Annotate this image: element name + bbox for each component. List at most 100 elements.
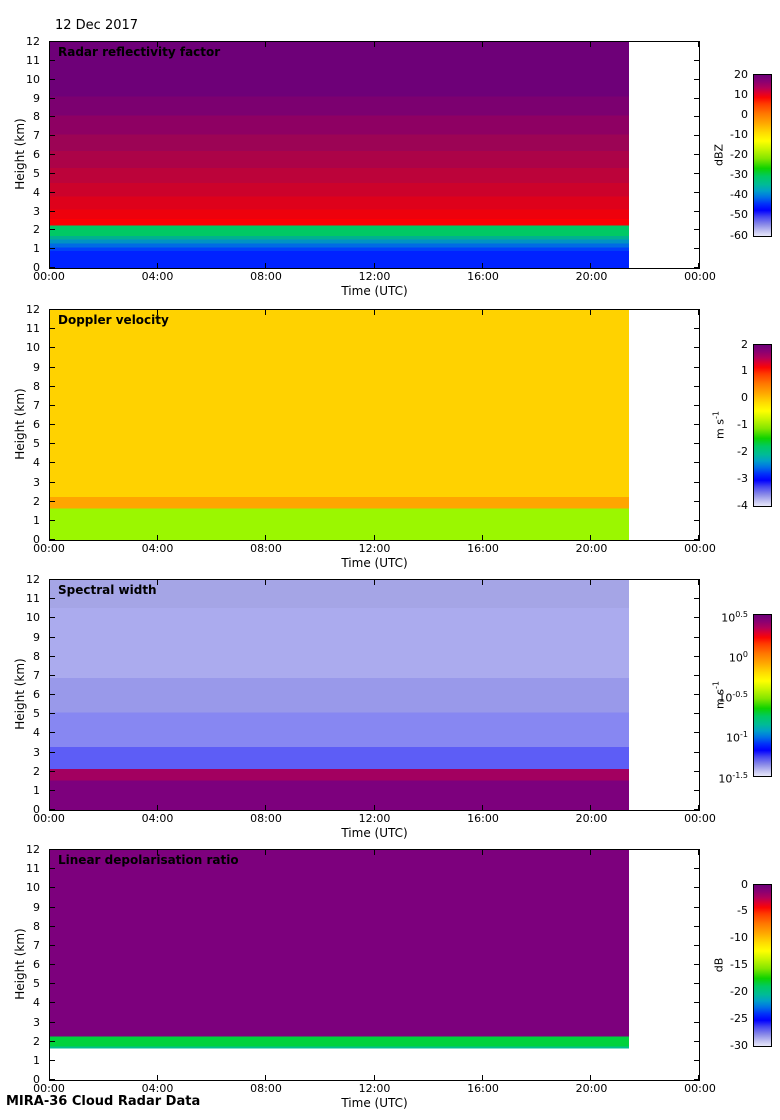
y-tick-labels: 0 1 2 3 4 5 6 7 8 9 10 11 12 bbox=[0, 843, 44, 1086]
y-tick-mark bbox=[50, 385, 55, 387]
y-tick-mark bbox=[694, 385, 699, 387]
y-tick-mark bbox=[50, 655, 55, 657]
y-tick-label: 9 bbox=[33, 91, 40, 105]
y-tick-label: 2 bbox=[33, 764, 40, 778]
panel-title: Spectral width bbox=[58, 583, 157, 597]
x-tick-label: 00:00 bbox=[684, 1082, 716, 1095]
x-tick-mark bbox=[49, 310, 50, 315]
y-tick-mark bbox=[694, 732, 699, 734]
y-tick-label: 6 bbox=[33, 958, 40, 971]
x-tick-label: 08:00 bbox=[250, 812, 282, 825]
x-tick-mark bbox=[373, 580, 375, 585]
y-tick-mark bbox=[50, 443, 55, 445]
y-tick-label: 6 bbox=[33, 418, 40, 431]
y-tick-label: 7 bbox=[33, 129, 40, 143]
y-tick-mark bbox=[694, 443, 699, 445]
y-tick-mark bbox=[694, 229, 699, 231]
y-tick-label: 11 bbox=[26, 592, 40, 606]
y-tick-mark bbox=[694, 925, 699, 927]
y-tick-mark bbox=[694, 636, 699, 638]
x-tick-mark bbox=[698, 263, 699, 268]
y-tick-mark bbox=[694, 328, 699, 330]
y-tick-label: 6 bbox=[33, 688, 40, 701]
y-tick-mark bbox=[694, 617, 699, 619]
x-axis-label: Time (UTC) bbox=[341, 1096, 408, 1110]
colorbar-tick-label: 20 bbox=[734, 67, 748, 81]
x-tick-mark bbox=[157, 310, 159, 315]
x-tick-label: 08:00 bbox=[250, 270, 282, 283]
x-tick-label: 12:00 bbox=[358, 812, 391, 825]
colorbar-tick-label: -2 bbox=[737, 444, 748, 458]
x-tick-label: 16:00 bbox=[467, 812, 499, 825]
colorbar-tick-label: -30 bbox=[730, 1038, 748, 1052]
y-tick-mark bbox=[694, 500, 699, 502]
x-tick-label: 12:00 bbox=[358, 270, 391, 283]
y-tick-mark bbox=[50, 519, 55, 521]
x-tick-mark bbox=[589, 850, 591, 855]
y-tick-mark bbox=[50, 1040, 55, 1042]
y-tick-label: 12 bbox=[26, 843, 40, 856]
y-tick-mark bbox=[50, 694, 55, 695]
y-tick-label: 7 bbox=[33, 668, 40, 682]
y-tick-mark bbox=[694, 424, 699, 425]
y-tick-mark bbox=[694, 579, 699, 580]
y-tick-mark bbox=[694, 713, 699, 715]
colorbar-tick-label: -4 bbox=[737, 498, 748, 512]
y-tick-mark bbox=[50, 59, 55, 61]
x-tick-label: 20:00 bbox=[575, 542, 608, 555]
y-tick-label: 5 bbox=[33, 166, 40, 180]
x-tick-mark bbox=[49, 850, 50, 855]
y-tick-mark bbox=[694, 59, 699, 61]
y-tick-mark bbox=[50, 210, 55, 212]
colorbar-gradient bbox=[753, 74, 772, 237]
heatmap-fill bbox=[50, 42, 629, 268]
y-tick-label: 1 bbox=[33, 1053, 40, 1067]
y-tick-mark bbox=[694, 694, 699, 695]
y-tick-mark bbox=[694, 309, 699, 310]
x-tick-mark bbox=[589, 1075, 591, 1080]
y-tick-mark bbox=[50, 713, 55, 715]
colorbar-tick-label: 10-1 bbox=[726, 730, 748, 745]
y-tick-mark bbox=[694, 964, 699, 965]
x-tick-mark bbox=[698, 850, 699, 855]
y-tick-label: 10 bbox=[26, 72, 40, 86]
y-tick-mark bbox=[50, 267, 55, 268]
colorbar-tick-label: 2 bbox=[741, 337, 748, 351]
y-tick-mark bbox=[694, 655, 699, 657]
y-tick-label: 6 bbox=[33, 148, 40, 161]
y-tick-label: 10 bbox=[26, 611, 40, 625]
y-tick-label: 3 bbox=[33, 204, 40, 218]
x-tick-mark bbox=[265, 580, 267, 585]
x-tick-label: 00:00 bbox=[33, 1082, 65, 1095]
y-tick-label: 0 bbox=[33, 261, 40, 274]
colorbar-tick-label: -50 bbox=[730, 208, 748, 222]
plot-area: Spectral width bbox=[49, 579, 700, 811]
plot-area: Doppler velocity bbox=[49, 309, 700, 541]
x-tick-label: 12:00 bbox=[358, 1082, 391, 1095]
y-tick-mark bbox=[50, 732, 55, 734]
x-tick-mark bbox=[265, 1075, 267, 1080]
x-tick-label: 08:00 bbox=[250, 1082, 282, 1095]
y-tick-mark bbox=[694, 1059, 699, 1061]
y-tick-mark bbox=[50, 97, 55, 99]
y-tick-mark bbox=[50, 1021, 55, 1023]
y-tick-label: 8 bbox=[33, 110, 40, 124]
x-tick-mark bbox=[265, 805, 267, 810]
x-tick-mark bbox=[481, 805, 483, 810]
colorbar-unit-label: dBZ bbox=[712, 143, 726, 166]
x-tick-label: 04:00 bbox=[141, 812, 174, 825]
x-tick-label: 04:00 bbox=[141, 542, 174, 555]
x-tick-label: 04:00 bbox=[141, 1082, 174, 1095]
y-tick-label: 7 bbox=[33, 938, 40, 952]
x-tick-mark bbox=[265, 310, 267, 315]
x-tick-mark bbox=[698, 1075, 699, 1080]
x-tick-mark bbox=[698, 580, 699, 585]
x-tick-mark bbox=[49, 580, 50, 585]
colorbar-tick-label: -5 bbox=[737, 904, 748, 918]
x-tick-mark bbox=[589, 310, 591, 315]
y-tick-mark bbox=[50, 944, 55, 946]
y-tick-mark bbox=[694, 849, 699, 850]
y-tick-mark bbox=[694, 347, 699, 349]
